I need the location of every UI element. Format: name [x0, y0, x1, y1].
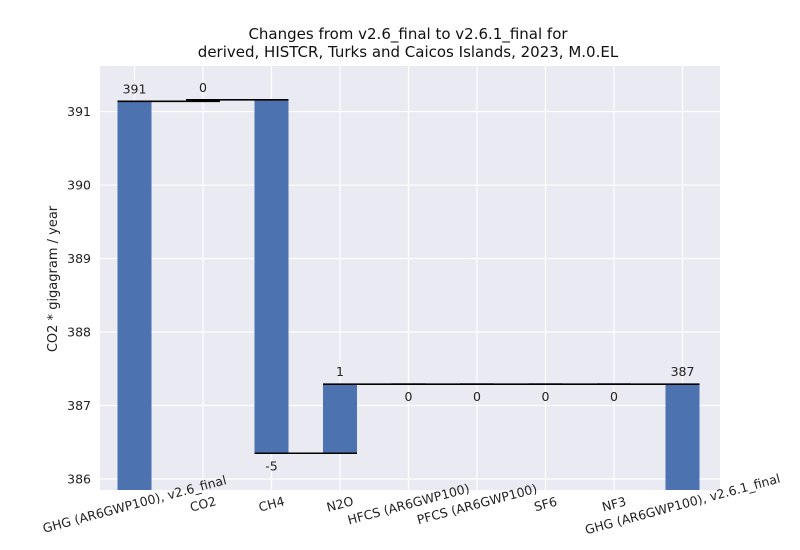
y-tick-labels: 386 387 388 389 390 391	[67, 104, 91, 486]
chart-title-line1: Changes from v2.6_final to v2.6.1_final …	[248, 25, 568, 44]
x-tick-label: N2O	[325, 493, 355, 515]
bar-value-label: 0	[473, 389, 481, 404]
bar-value-label: 0	[405, 389, 413, 404]
bar	[117, 101, 152, 490]
bar-value-label: 387	[671, 364, 695, 379]
chart-title-line2: derived, HISTCR, Turks and Caicos Island…	[198, 43, 619, 61]
x-tick-label: NF3	[600, 494, 628, 515]
plot-area	[100, 66, 720, 490]
bar-value-label: -5	[265, 458, 277, 473]
bar-value-labels: 391 0 -5 1 0 0 0 0 387	[123, 80, 695, 473]
y-tick-label: 386	[67, 471, 91, 486]
y-tick-label: 391	[67, 104, 91, 119]
connector-lines	[117, 99, 700, 455]
bar-value-label: 0	[542, 389, 550, 404]
bar	[323, 384, 357, 454]
bar-value-label: 0	[610, 389, 618, 404]
grid-lines	[100, 66, 720, 490]
y-tick-label: 389	[67, 251, 91, 266]
bar-value-label: 391	[123, 81, 147, 96]
y-tick-label: 390	[67, 178, 91, 193]
y-axis-label: CO2 * gigagram / year	[46, 205, 61, 352]
bar	[254, 99, 289, 454]
y-tick-label: 387	[67, 398, 91, 413]
x-tick-label: CO2	[188, 493, 218, 514]
bar-value-label: 0	[199, 80, 207, 95]
bars	[117, 99, 700, 490]
bar-value-label: 1	[336, 364, 344, 379]
x-tick-label: CH4	[257, 493, 286, 514]
bar	[665, 384, 700, 490]
y-tick-label: 388	[67, 325, 91, 340]
x-tick-label: SF6	[532, 494, 558, 514]
